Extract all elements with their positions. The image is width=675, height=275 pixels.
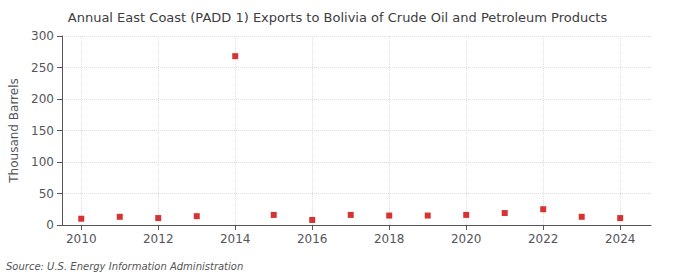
svg-text:300: 300 xyxy=(31,29,54,43)
svg-text:2020: 2020 xyxy=(451,232,482,246)
svg-text:2012: 2012 xyxy=(143,232,174,246)
svg-text:Source: U.S. Energy Informatio: Source: U.S. Energy Information Administ… xyxy=(6,261,243,272)
svg-text:2022: 2022 xyxy=(528,232,559,246)
svg-text:Thousand Barrels: Thousand Barrels xyxy=(7,78,21,183)
svg-text:2014: 2014 xyxy=(220,232,251,246)
svg-text:2010: 2010 xyxy=(66,232,97,246)
svg-text:150: 150 xyxy=(31,124,54,138)
svg-text:50: 50 xyxy=(39,187,54,201)
svg-text:2024: 2024 xyxy=(605,232,636,246)
svg-text:Annual East Coast (PADD 1) Exp: Annual East Coast (PADD 1) Exports to Bo… xyxy=(68,10,608,25)
svg-text:0: 0 xyxy=(46,218,54,232)
svg-text:100: 100 xyxy=(31,155,54,169)
svg-text:200: 200 xyxy=(31,92,54,106)
svg-text:2018: 2018 xyxy=(374,232,405,246)
svg-text:2016: 2016 xyxy=(297,232,328,246)
svg-text:250: 250 xyxy=(31,61,54,75)
